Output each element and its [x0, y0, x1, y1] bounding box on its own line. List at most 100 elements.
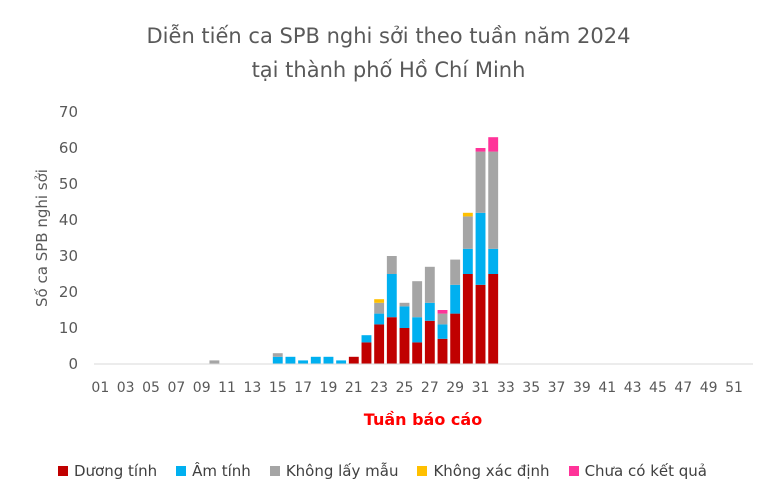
y-axis-label: Số ca SPB nghi sởi [33, 169, 51, 307]
bar-segment [323, 356, 334, 364]
y-tick-label: 20 [59, 283, 78, 301]
legend-label: Âm tính [192, 462, 251, 480]
bar-segment [475, 151, 486, 213]
bar-segment [412, 281, 423, 318]
bar-segment [374, 313, 385, 325]
bar-segment [386, 317, 397, 364]
legend-item: Chưa có kết quả [568, 462, 707, 480]
chart-subtitle: tại thành phố Hồ Chí Minh [251, 58, 526, 82]
x-tick-label: 01 [91, 380, 109, 396]
bar-segment [386, 256, 397, 274]
x-tick-label: 37 [548, 380, 566, 396]
bar-segment [437, 310, 448, 314]
x-tick-label: 49 [700, 380, 718, 396]
y-tick-label: 0 [68, 355, 78, 373]
bar-segment [374, 302, 385, 314]
x-tick-label: 05 [142, 380, 160, 396]
chart-title: Diễn tiến ca SPB nghi sởi theo tuần năm … [146, 24, 631, 48]
bar-segment [450, 313, 461, 364]
bar-segment [437, 324, 448, 339]
x-tick-label: 21 [345, 380, 363, 396]
x-tick-label: 15 [269, 380, 287, 396]
legend-swatch [568, 466, 579, 476]
y-tick-label: 40 [59, 211, 78, 229]
bar-segment [361, 342, 372, 364]
bar-segment [374, 299, 385, 303]
bar-segment [488, 137, 499, 152]
x-tick-label: 09 [193, 380, 211, 396]
bar-segment [399, 306, 410, 328]
legend-item: Dương tính [58, 462, 157, 480]
bar-segment [298, 360, 309, 364]
x-tick-label: 25 [396, 380, 414, 396]
bar-segment [437, 313, 448, 325]
bar-segment [450, 259, 461, 285]
legend: Dương tính Âm tính Không lấy mẫu Không xác … [58, 462, 726, 480]
bar-segment [361, 335, 372, 343]
bar-segment [450, 284, 461, 314]
x-tick-label: 43 [624, 380, 642, 396]
bar-segment [475, 148, 486, 152]
bar-segment [475, 212, 486, 285]
x-tick-label: 51 [725, 380, 743, 396]
x-tick-label: 45 [649, 380, 667, 396]
y-tick-label: 70 [59, 103, 78, 121]
x-tick-label: 29 [446, 380, 464, 396]
x-tick-label: 03 [117, 380, 135, 396]
bar-segment [462, 274, 473, 364]
legend-swatch [417, 466, 428, 476]
legend-swatch [58, 466, 68, 476]
bar-segment [374, 324, 385, 364]
legend-label: Chưa có kết quả [584, 462, 707, 480]
legend-swatch [176, 466, 187, 476]
x-tick-label: 19 [320, 380, 338, 396]
x-tick-label: 47 [674, 380, 692, 396]
y-tick-label: 10 [59, 319, 78, 337]
bar-segment [437, 338, 448, 364]
x-tick-label: 27 [421, 380, 439, 396]
bar-segment [399, 328, 410, 364]
bar-segment [462, 216, 473, 249]
x-tick-label: 31 [472, 380, 490, 396]
y-axis-ticks: 0 10 20 30 40 50 60 70 [59, 103, 78, 373]
y-tick-label: 30 [59, 247, 78, 265]
x-tick-label: 23 [370, 380, 388, 396]
x-axis-ticks: 01 03 05 07 09 11 13 15 17 19 21 23 25 27 29 31 33 35 37 39… [91, 380, 742, 396]
x-tick-label: 41 [598, 380, 616, 396]
bar-segment [272, 356, 283, 364]
bar-segment [285, 356, 296, 364]
x-tick-label: 11 [218, 380, 236, 396]
bar-chart: 0 10 20 30 40 50 60 70 01 03 05 07 09 11 13 15 17 19 21 23… [33, 103, 753, 429]
legend-label: Dương tính [74, 462, 158, 480]
bar-segment [412, 317, 423, 343]
x-tick-label: 17 [294, 380, 312, 396]
y-tick-label: 60 [59, 139, 78, 157]
bar-segment [424, 320, 435, 364]
bar-segment [386, 274, 397, 318]
bar-segment [310, 356, 321, 364]
bar-segment [272, 353, 283, 357]
bar-segment [209, 360, 220, 364]
x-tick-label: 07 [167, 380, 185, 396]
bar-segment [475, 284, 486, 364]
bar-segment [424, 266, 435, 303]
legend-swatch [269, 466, 280, 476]
x-tick-label: 35 [522, 380, 540, 396]
legend-label: Không xác định [433, 462, 550, 480]
legend-item: Âm tính [176, 462, 251, 480]
bar-segment [399, 302, 410, 307]
bar-segment [348, 356, 359, 364]
bar-segment [412, 342, 423, 364]
bar-segment [488, 248, 499, 274]
bar-segment [462, 212, 473, 217]
bars [209, 137, 499, 364]
legend-item: Không lấy mẫu [269, 462, 398, 480]
x-tick-label: 13 [243, 380, 261, 396]
bar-segment [488, 274, 499, 364]
x-axis-label: Tuần báo cáo [364, 410, 482, 429]
x-tick-label: 39 [573, 380, 591, 396]
y-tick-label: 50 [59, 175, 78, 193]
bar-segment [488, 151, 499, 249]
legend-item: Không xác định [417, 462, 550, 480]
bar-segment [424, 302, 435, 321]
